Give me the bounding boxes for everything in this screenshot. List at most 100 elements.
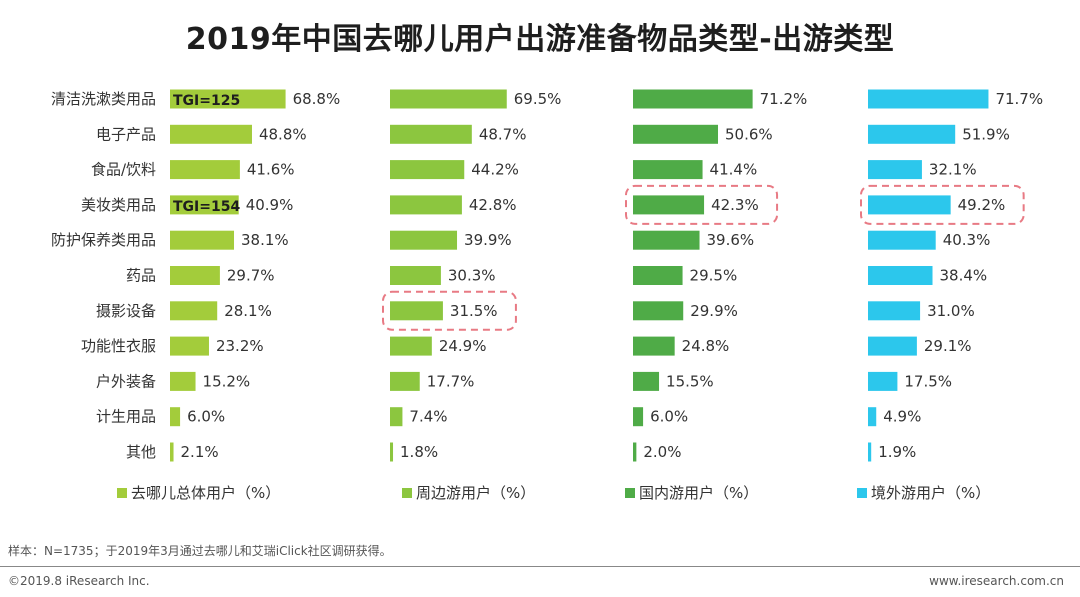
highlight-box bbox=[382, 290, 517, 331]
data-label: 4.9% bbox=[883, 408, 921, 426]
data-label: 32.1% bbox=[929, 161, 977, 179]
data-label: 2.0% bbox=[643, 443, 681, 461]
chart-area: 清洁洗漱类用品电子产品食品/饮料美妆类用品防护保养类用品药品摄影设备功能性衣服户… bbox=[51, 89, 1043, 502]
website: www.iresearch.com.cn bbox=[929, 574, 1064, 588]
data-label: 17.7% bbox=[427, 372, 475, 390]
highlight-box bbox=[860, 184, 1025, 225]
data-label: 23.2% bbox=[216, 337, 264, 355]
bar bbox=[868, 124, 956, 144]
data-label: 29.9% bbox=[690, 302, 738, 320]
bar bbox=[633, 160, 703, 180]
data-label: 40.9% bbox=[246, 196, 294, 214]
data-label: 39.6% bbox=[707, 231, 755, 249]
legend-label: 去哪儿总体用户（%） bbox=[131, 484, 280, 502]
series-panel: 69.5% 48.7% 44.2% 42.8% 39.9% 30.3% 31.5% 24.9%… bbox=[382, 89, 562, 462]
data-label: 29.5% bbox=[690, 267, 738, 285]
chart-title: 2019年中国去哪儿用户出游准备物品类型-出游类型 bbox=[185, 22, 895, 57]
data-label: 42.3% bbox=[711, 196, 759, 214]
data-label: 48.7% bbox=[479, 125, 527, 143]
bar bbox=[390, 230, 458, 250]
data-label: 38.1% bbox=[241, 231, 289, 249]
bar bbox=[390, 442, 394, 462]
bar bbox=[868, 407, 877, 427]
data-label: 51.9% bbox=[962, 125, 1010, 143]
bar bbox=[633, 407, 644, 427]
bar bbox=[390, 195, 462, 215]
bar bbox=[170, 266, 220, 285]
bar bbox=[868, 266, 933, 285]
bar bbox=[390, 266, 441, 285]
category-label: 功能性衣服 bbox=[81, 337, 156, 355]
footnote: 样本：N=1735；于2019年3月通过去哪儿和艾瑞iClick社区调研获得。 bbox=[8, 544, 392, 558]
category-label: 摄影设备 bbox=[96, 302, 156, 320]
bar bbox=[170, 124, 252, 144]
data-label: 31.0% bbox=[927, 302, 975, 320]
bar bbox=[868, 336, 917, 356]
data-label: 41.6% bbox=[247, 161, 295, 179]
bar bbox=[170, 407, 181, 427]
data-label: 39.9% bbox=[464, 231, 512, 249]
category-label: 电子产品 bbox=[96, 125, 156, 143]
bar bbox=[633, 442, 637, 462]
data-label: 38.4% bbox=[940, 267, 988, 285]
data-label: 6.0% bbox=[650, 408, 688, 426]
category-label: 食品/饮料 bbox=[91, 161, 156, 179]
data-label: 29.1% bbox=[924, 337, 972, 355]
data-label: 41.4% bbox=[710, 161, 758, 179]
highlight-box bbox=[625, 184, 779, 225]
bar bbox=[633, 371, 660, 391]
bar bbox=[633, 230, 700, 250]
bar bbox=[390, 371, 420, 391]
category-label: 美妆类用品 bbox=[81, 196, 156, 214]
data-label: 7.4% bbox=[409, 408, 447, 426]
bar bbox=[633, 336, 675, 356]
data-label: 28.1% bbox=[224, 302, 272, 320]
bar bbox=[170, 442, 174, 462]
bar bbox=[633, 266, 683, 285]
legend-label: 国内游用户（%） bbox=[639, 484, 758, 502]
bar bbox=[170, 371, 196, 391]
legend-swatch bbox=[402, 488, 412, 498]
bar bbox=[868, 230, 936, 250]
category-label: 其他 bbox=[126, 443, 156, 461]
category-label: 药品 bbox=[126, 267, 156, 285]
data-label: 69.5% bbox=[514, 90, 562, 108]
bar bbox=[390, 407, 403, 427]
data-label: 24.9% bbox=[439, 337, 487, 355]
bar bbox=[390, 336, 432, 356]
data-label: 49.2% bbox=[958, 196, 1006, 214]
bar bbox=[390, 124, 472, 144]
footer-divider bbox=[0, 566, 1080, 567]
bar bbox=[868, 160, 922, 180]
data-label: 71.2% bbox=[760, 90, 808, 108]
data-label: 1.9% bbox=[878, 443, 916, 461]
bar bbox=[633, 301, 684, 321]
category-label: 户外装备 bbox=[96, 372, 156, 390]
copyright: ©2019.8 iResearch Inc. bbox=[8, 574, 150, 588]
data-label: 31.5% bbox=[450, 302, 498, 320]
legend-swatch bbox=[857, 488, 867, 498]
bar bbox=[170, 301, 218, 321]
bar bbox=[868, 195, 951, 215]
category-label: 防护保养类用品 bbox=[51, 231, 156, 249]
series-panel: 71.2% 50.6% 41.4% 42.3% 39.6% 29.5% 29.9% 24.8%… bbox=[625, 89, 808, 462]
bar bbox=[170, 195, 239, 215]
legend: 去哪儿总体用户（%） 周边游用户（%） 国内游用户（%） 境外游用户（%） bbox=[117, 484, 990, 502]
data-label: 2.1% bbox=[181, 443, 219, 461]
data-label: 48.8% bbox=[259, 125, 307, 143]
data-label: 17.5% bbox=[904, 372, 952, 390]
bar bbox=[868, 371, 898, 391]
bar bbox=[868, 442, 872, 462]
bar bbox=[633, 124, 719, 144]
bar bbox=[868, 301, 921, 321]
category-label: 清洁洗漱类用品 bbox=[51, 90, 156, 108]
series-panel: 68.8% 48.8% 41.6% 40.9% 38.1% 29.7% 28.1% 23.2%… bbox=[170, 89, 340, 462]
data-label: 71.7% bbox=[995, 90, 1043, 108]
bar bbox=[390, 160, 465, 180]
bar bbox=[868, 89, 989, 109]
data-label: 29.7% bbox=[227, 267, 275, 285]
data-label: 24.8% bbox=[682, 337, 730, 355]
data-label: 1.8% bbox=[400, 443, 438, 461]
bar bbox=[170, 230, 235, 250]
data-label: 42.8% bbox=[469, 196, 517, 214]
